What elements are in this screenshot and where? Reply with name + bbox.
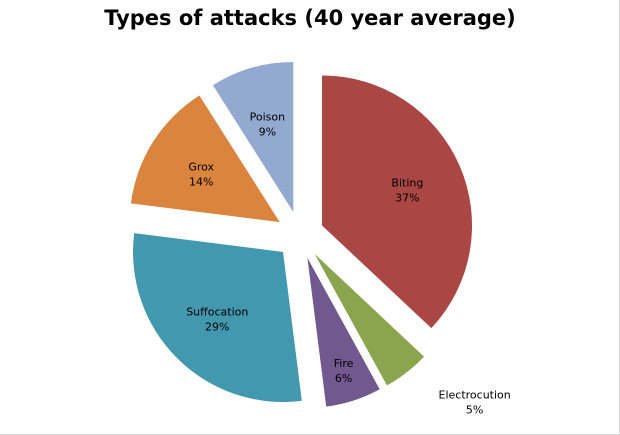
slice-label-electrocution: Electrocution [439,388,511,401]
slice-percent-electrocution: 5% [466,403,483,416]
chart-title: Types of attacks (40 year average) [104,6,516,30]
pie-slice-suffocation [133,233,302,402]
slice-label-biting: Biting [391,177,423,190]
slice-percent-grox: 14% [189,175,213,188]
slice-label-poison: Poison [250,111,285,124]
pie-slice-grox [130,95,280,223]
slice-label-grox: Grox [188,160,214,173]
pie-slice-fire [307,257,380,407]
pie-slice-poison [212,61,294,212]
slice-percent-suffocation: 29% [205,321,229,334]
pie-slice-electrocution [314,253,425,386]
slice-percent-biting: 37% [395,192,419,205]
slice-label-suffocation: Suffocation [186,306,248,319]
slice-percent-fire: 6% [335,372,352,385]
slice-percent-poison: 9% [259,126,276,139]
slice-label-fire: Fire [334,357,354,370]
pie-slice-biting [322,75,473,329]
